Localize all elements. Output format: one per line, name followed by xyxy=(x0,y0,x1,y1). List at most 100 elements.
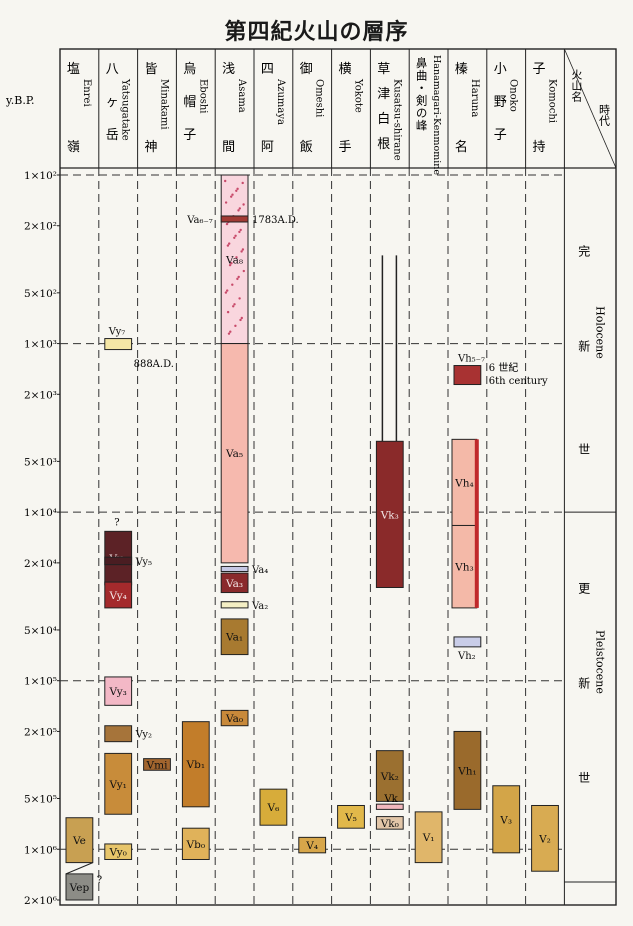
unit-label: V₄ xyxy=(305,840,318,852)
volcano-name-jp-char: 津 xyxy=(377,87,390,102)
unit-label: Va₈ xyxy=(225,254,243,266)
y-tick-label: 5×10⁵ xyxy=(24,794,57,806)
unit-label: Vk₀ xyxy=(380,818,399,830)
volcano-name-en: Haruna xyxy=(469,79,480,117)
unit-bar-Vk xyxy=(375,803,404,810)
volcano-name-en: Onoko xyxy=(508,79,519,112)
unit-label: Vh₅₋₇ xyxy=(457,354,485,365)
volcano-name-jp-char: 八 xyxy=(106,62,119,77)
volcano-name-en: Yatsugatake xyxy=(120,78,131,141)
unit-label: Vep xyxy=(69,882,90,894)
y-tick-label: 2×10⁵ xyxy=(24,726,57,738)
unit-bar-V₃ xyxy=(492,785,521,854)
unit-label: Va₄ xyxy=(251,565,268,576)
texture-dot xyxy=(232,305,235,308)
unit-label: V₁ xyxy=(422,832,435,844)
unit-bar-Vy₂ xyxy=(104,725,133,743)
volcano-name-jp-char: ヶ xyxy=(106,95,119,110)
texture-dot xyxy=(237,275,240,279)
unit-label: Vb₀ xyxy=(186,839,206,851)
unit-bar-Va₅ xyxy=(220,343,249,564)
volcano-name-jp-char: 御 xyxy=(300,62,313,77)
unit-bar-Vk₀ xyxy=(375,816,404,830)
unit-label: Vh₄ xyxy=(454,477,474,489)
texture-dot xyxy=(225,222,229,226)
unit-label: V₂ xyxy=(538,833,551,845)
volcano-name-jp-char: 四 xyxy=(261,62,274,77)
volcano-name-jp-char: 草 xyxy=(377,62,390,77)
volcano-name-en: Azumaya xyxy=(275,78,286,125)
volcano-name-en: Minakami xyxy=(159,79,170,130)
texture-dot xyxy=(234,234,237,237)
volcano-name-en: Yokote xyxy=(353,78,364,113)
unit-bar-Vy₄ xyxy=(104,581,133,609)
epoch-char: 完 xyxy=(578,243,590,258)
volcano-name-jp-char: 小 xyxy=(494,62,507,77)
volcano-name-jp-char: 嶺 xyxy=(67,140,80,155)
y-tick-label: 1×10⁵ xyxy=(24,676,57,688)
unit-label: V₅ xyxy=(344,812,357,824)
volcano-name-jp-char: 皆 xyxy=(144,62,157,77)
volcano-name-jp-char: 子 xyxy=(494,128,507,143)
unit-bar-Va₄ xyxy=(220,565,249,572)
unit-bar-Vy₀ xyxy=(104,843,133,860)
unit-bar-Va₃ xyxy=(220,572,249,594)
volcano-name-en: Hanamagari-Kenmomine xyxy=(431,55,442,175)
unit-label: Vh₂ xyxy=(457,651,476,662)
texture-dot xyxy=(240,316,243,320)
unit-label: Vy₀ xyxy=(109,847,127,859)
volcano-name-jp-char: 浅 xyxy=(222,62,235,77)
volcano-name-jp-char: 阿 xyxy=(261,140,274,155)
texture-dot xyxy=(224,201,228,204)
annotation-888: 888A.D. xyxy=(134,359,174,370)
volcano-name-jp-char: 名 xyxy=(455,139,468,155)
annotation-6c-jp: 6 世紀 xyxy=(489,361,519,374)
y-tick-label: 2×10² xyxy=(24,221,57,233)
volcano-name-jp-char: 烏 xyxy=(183,61,196,77)
y-tick-label: 2×10⁴ xyxy=(24,558,57,570)
annotation-6c-en: 6th century xyxy=(489,376,548,387)
annotation-1783: 1783A.D. xyxy=(252,215,299,226)
volcano-name-jp-char: 子 xyxy=(532,62,545,77)
unit-label: Vb₁ xyxy=(186,759,206,771)
texture-dot xyxy=(236,277,239,281)
epoch-char: 新 xyxy=(578,339,590,354)
unit-label: Vy₃ xyxy=(109,686,127,698)
texture-dot xyxy=(230,262,233,265)
epoch-pleistocene: Pleistocene xyxy=(594,630,607,694)
era-header-diagonal xyxy=(564,48,617,169)
unit-label: Vy₇ xyxy=(108,327,125,338)
unit-label: V₃ xyxy=(499,814,512,826)
unit-bar-Vb₀ xyxy=(181,827,210,860)
y-tick-label: 1×10⁴ xyxy=(24,507,57,519)
unit-bar-Va₀ xyxy=(220,709,249,727)
epoch-holocene: Holocene xyxy=(594,306,607,359)
y-tick-label: 2×10⁶ xyxy=(24,895,57,907)
texture-dot xyxy=(231,193,234,196)
texture-dot xyxy=(228,242,231,245)
texture-dot xyxy=(228,263,232,267)
volcano-name-en: Eboshi xyxy=(197,79,208,114)
volcano-name-en: Komochi xyxy=(547,79,558,123)
epoch-char: 世 xyxy=(578,771,590,785)
unit-label: Vy₁ xyxy=(109,779,127,791)
unit-label: Vy₂ xyxy=(135,730,152,741)
texture-dot xyxy=(227,332,231,335)
unit-bar-Va₂ xyxy=(220,601,249,609)
epoch-char: 更 xyxy=(578,582,590,596)
unit-bar-Va₆₋₇ xyxy=(220,215,249,223)
texture-dot xyxy=(241,181,244,185)
volcano-name-en: Kusatsu-shirane xyxy=(391,79,402,161)
texture-dot xyxy=(224,179,227,183)
texture-dot xyxy=(237,209,240,212)
texture-dot xyxy=(233,303,236,306)
unit-bar-V₅ xyxy=(337,804,365,829)
era-header: 時代 xyxy=(598,104,611,127)
texture-dot xyxy=(224,291,228,294)
y-tick-label: 5×10² xyxy=(24,288,57,300)
texture-dot xyxy=(238,297,241,300)
unit-label: Va₁ xyxy=(225,632,243,644)
volcano-name-en: Enrei xyxy=(81,79,92,107)
y-tick-label: 1×10³ xyxy=(24,339,57,351)
